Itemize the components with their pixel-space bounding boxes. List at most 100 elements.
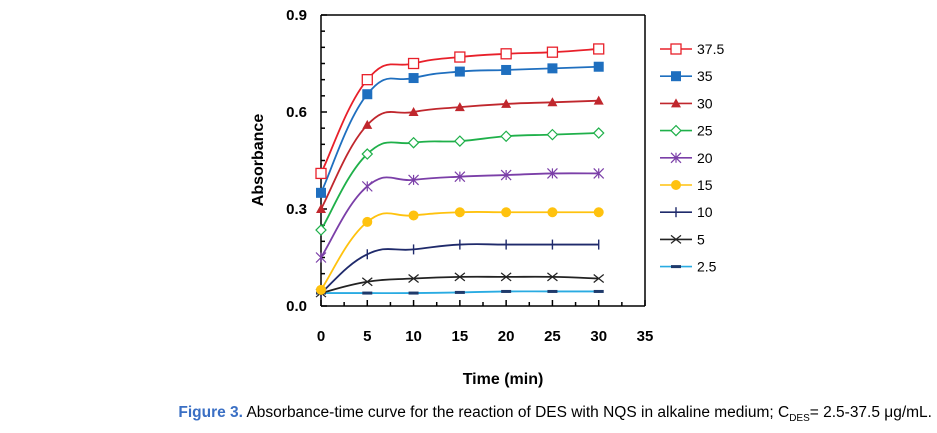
caption-text: Absorbance-time curve for the reaction o… [243, 404, 790, 421]
legend-item-30: 30 [660, 95, 713, 111]
caption-suffix: = 2.5-37.5 μg/mL. [809, 404, 932, 421]
data-point-2-5 [547, 289, 558, 293]
legend-item-2-5: 2.5 [660, 259, 717, 275]
data-point-37-5 [454, 51, 466, 63]
data-point-20 [547, 168, 558, 179]
legend-item-37-5: 37.5 [660, 41, 724, 57]
x-tick-label: 15 [452, 328, 469, 345]
x-tick-label: 35 [637, 328, 654, 345]
legend-marker [670, 152, 682, 164]
data-point-25 [407, 136, 420, 149]
data-point-35 [501, 64, 512, 75]
data-point-2-5 [362, 291, 373, 295]
data-point-30 [547, 97, 558, 107]
y-tick-label: 0.0 [286, 298, 307, 315]
data-point-35 [408, 73, 419, 84]
data-point-30 [501, 98, 512, 108]
x-tick-label: 0 [317, 328, 325, 345]
legend-item-15: 15 [660, 177, 713, 193]
data-point-25 [315, 224, 327, 236]
y-tick-label: 0.6 [286, 104, 307, 121]
legend-label: 35 [697, 68, 713, 84]
data-point-15 [454, 207, 465, 218]
x-tick-label: 10 [405, 328, 422, 345]
data-point-37-5 [593, 43, 605, 55]
y-tick-label: 0.3 [286, 201, 307, 218]
y-axis-title: Absorbance [250, 114, 267, 207]
x-axis-title: Time (min) [463, 371, 544, 388]
data-point-2-5 [454, 290, 465, 294]
legend-marker [671, 180, 681, 190]
data-point-5 [408, 274, 419, 283]
series-10 [320, 239, 600, 299]
data-point-15 [408, 210, 419, 221]
legend-item-10: 10 [660, 204, 713, 220]
data-point-5 [454, 272, 466, 282]
series-5 [315, 272, 605, 298]
x-tick-label: 30 [590, 328, 607, 345]
legend-label: 2.5 [697, 259, 717, 275]
data-point-37-5 [500, 48, 512, 60]
legend-marker [671, 71, 681, 82]
data-point-37-5 [407, 57, 420, 70]
legend-marker [670, 43, 682, 55]
figure-caption: Figure 3. Absorbance-time curve for the … [0, 404, 932, 424]
data-point-2-5 [408, 291, 419, 295]
legend-marker [671, 265, 681, 269]
legend-label: 20 [697, 150, 713, 166]
data-point-30 [593, 95, 604, 105]
data-point-37-5 [546, 46, 559, 58]
y-tick-label: 0.9 [286, 7, 307, 24]
data-point-5 [500, 272, 512, 282]
legend-item-5: 5 [660, 231, 705, 247]
data-point-15 [362, 216, 373, 227]
series-30 [316, 95, 604, 213]
legend-label: 37.5 [697, 41, 724, 57]
data-point-15 [593, 207, 604, 218]
series-37-5 [315, 43, 605, 180]
data-point-20 [361, 180, 373, 192]
legend-marker [671, 98, 681, 108]
legend-marker [670, 234, 682, 244]
legend-label: 25 [697, 123, 713, 139]
data-point-30 [316, 204, 326, 213]
data-point-15 [547, 207, 558, 218]
data-point-25 [546, 128, 559, 141]
data-point-30 [408, 107, 419, 116]
data-point-35 [362, 89, 373, 100]
caption-subscript: DES [789, 413, 810, 425]
data-point-37-5 [315, 167, 327, 180]
series-15 [316, 207, 604, 295]
series-25 [315, 127, 605, 236]
data-point-5 [593, 274, 605, 283]
data-point-5 [547, 272, 558, 282]
data-point-25 [361, 148, 374, 160]
data-point-25 [454, 135, 466, 147]
legend-item-20: 20 [660, 150, 713, 166]
x-tick-label: 5 [363, 328, 371, 345]
legend-label: 15 [697, 177, 713, 193]
legend-label: 10 [697, 204, 713, 220]
x-tick-label: 20 [498, 328, 515, 345]
data-point-20 [315, 252, 327, 263]
data-point-20 [500, 169, 512, 181]
data-point-20 [408, 174, 419, 186]
series-20 [315, 168, 605, 263]
series-35 [316, 61, 604, 198]
data-point-35 [316, 187, 326, 198]
legend-marker [670, 124, 682, 137]
series-2-5 [316, 289, 604, 295]
data-point-5 [361, 277, 373, 287]
legend-item-35: 35 [660, 68, 713, 84]
data-point-25 [500, 130, 512, 143]
legend-label: 5 [697, 231, 705, 247]
data-point-35 [593, 61, 604, 72]
legend: 37.5 35 30 25 20 15 10 5 2.5 [660, 41, 724, 275]
caption-label: Figure 3. [178, 404, 243, 421]
data-point-25 [592, 127, 605, 139]
legend-item-25: 25 [660, 123, 713, 139]
data-point-37-5 [361, 74, 373, 86]
x-tick-label: 25 [544, 328, 561, 345]
data-point-20 [593, 168, 605, 179]
